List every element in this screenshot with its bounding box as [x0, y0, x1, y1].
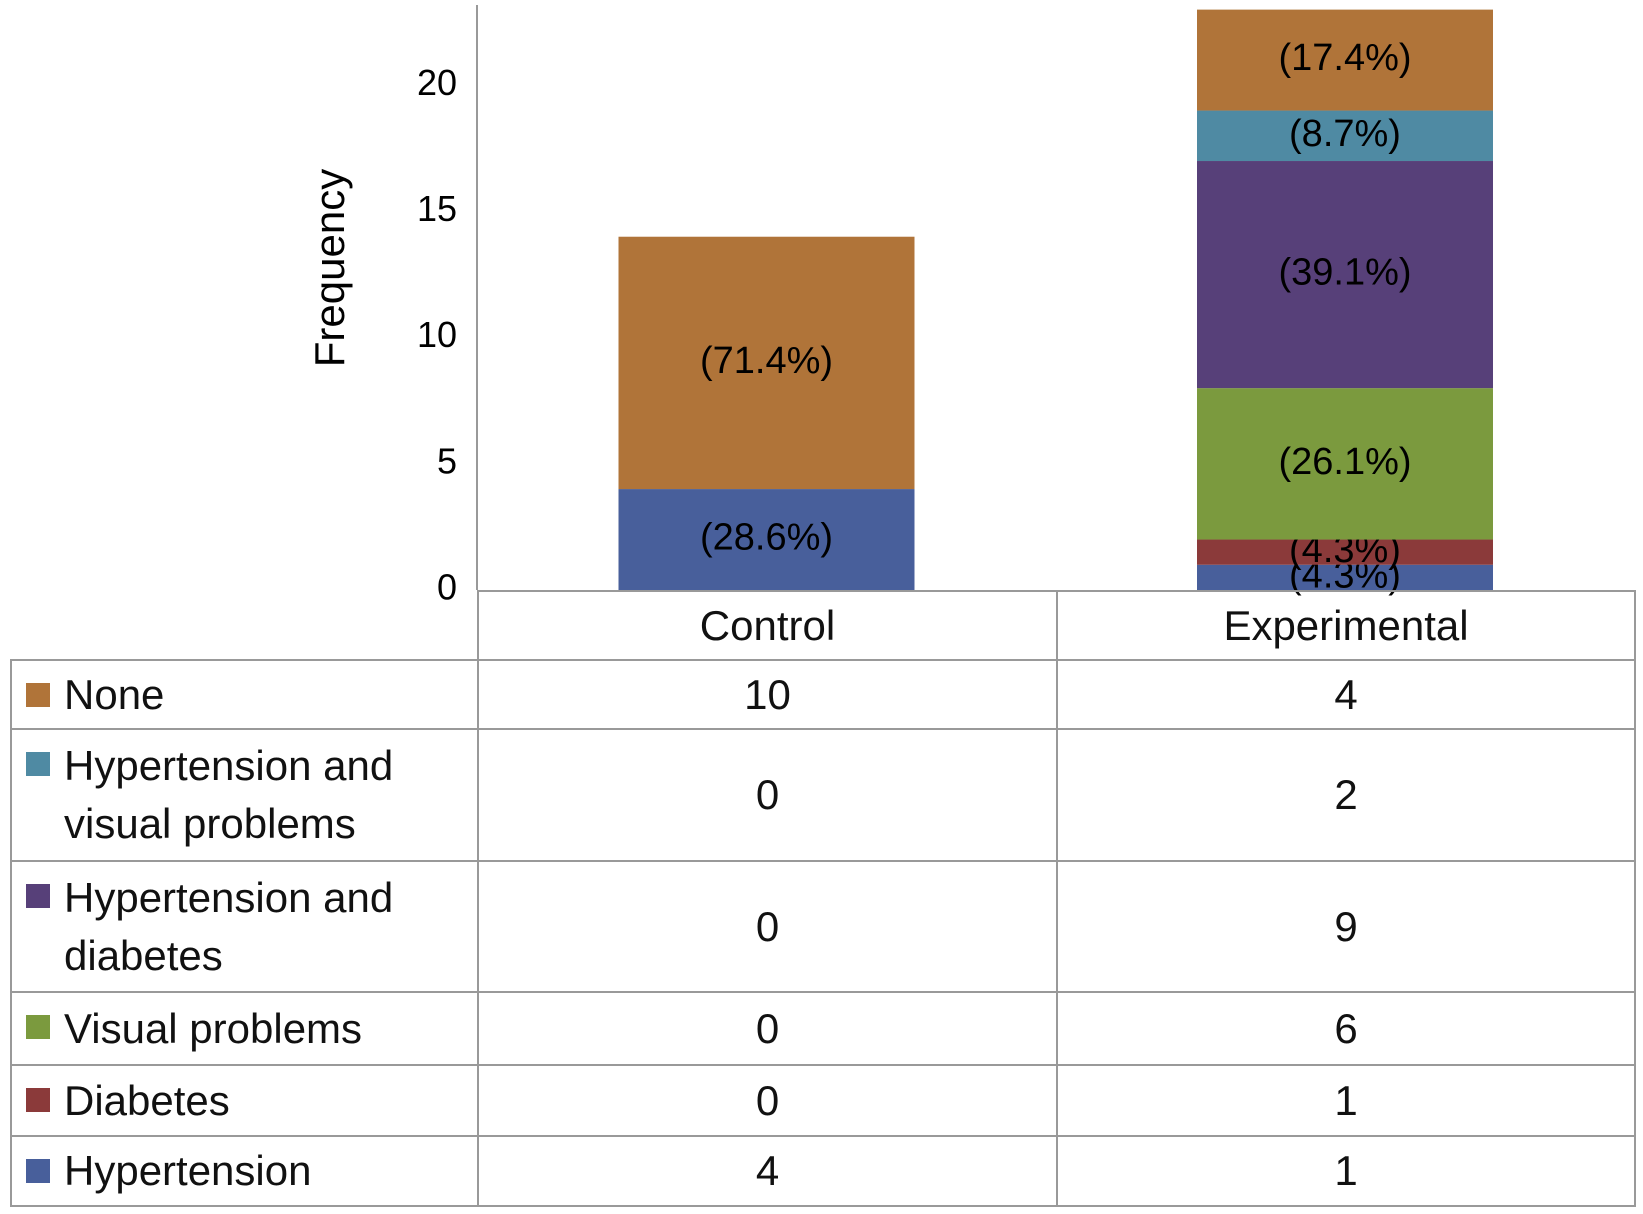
percent-label: (39.1%) — [1278, 252, 1411, 294]
legend-swatch — [26, 1159, 50, 1183]
corner-cell — [11, 591, 479, 661]
legend-cell: Hypertension and visual problems — [10, 728, 479, 862]
legend-swatch — [26, 683, 50, 707]
y-tick-label: 15 — [417, 188, 457, 229]
table-value: 1 — [1056, 1135, 1636, 1207]
bar-segment — [1197, 9, 1493, 111]
table-value: 4 — [1056, 659, 1636, 730]
legend-label: Visual problems — [64, 1004, 363, 1052]
table-value: 1 — [1056, 1064, 1636, 1137]
table-row: Visual problems 0 6 — [10, 991, 1636, 1066]
table-row: Hypertension and visual problems 0 2 — [10, 728, 1636, 862]
legend-label: Hypertension and visual problems — [64, 742, 394, 847]
y-tick-label: 5 — [437, 440, 457, 481]
table-value: 10 — [477, 659, 1058, 730]
table-row: None 10 4 — [10, 659, 1636, 730]
y-tick-label: 10 — [417, 314, 457, 355]
bar-segment — [618, 489, 915, 590]
table-row: Hypertension 4 1 — [10, 1135, 1636, 1207]
table-value: 9 — [1056, 860, 1636, 993]
legend-label: Hypertension and diabetes — [64, 873, 394, 979]
percent-label: (17.4%) — [1278, 37, 1411, 79]
table-value: 6 — [1056, 991, 1636, 1066]
legend-label: Diabetes — [64, 1076, 230, 1124]
bar-segment — [1197, 388, 1493, 540]
legend-swatch — [26, 884, 50, 908]
percent-label: (26.1%) — [1278, 441, 1411, 483]
percent-label: (71.4%) — [700, 340, 833, 382]
y-tick-label: 20 — [417, 62, 457, 103]
bar-segment — [618, 236, 915, 490]
category-label: Experimental — [1056, 590, 1636, 661]
bar-segment — [1197, 161, 1493, 389]
table-value: 2 — [1056, 728, 1636, 862]
y-axis-label: Frequency — [306, 169, 353, 367]
data-table: Control Experimental None 10 4 Hypertension a… — [10, 590, 1636, 1207]
bar-segment — [1197, 110, 1493, 162]
legend-cell: Hypertension — [10, 1135, 479, 1207]
legend-label: None — [64, 670, 165, 718]
legend-label: Hypertension — [64, 1147, 312, 1194]
percent-label: (28.6%) — [700, 517, 833, 559]
table-value: 4 — [477, 1135, 1058, 1207]
legend-swatch — [26, 1015, 50, 1039]
legend-cell: Hypertension and diabetes — [10, 860, 479, 993]
legend-cell: Visual problems — [10, 991, 479, 1066]
percent-label: (8.7%) — [1289, 113, 1401, 155]
table-row: Diabetes 0 1 — [10, 1064, 1636, 1137]
header-row: Control Experimental — [11, 590, 1636, 661]
table-value: 0 — [477, 991, 1058, 1066]
table-value: 0 — [477, 1064, 1058, 1137]
legend-cell: None — [10, 659, 479, 730]
bar-segment — [1197, 564, 1493, 590]
table-row: Hypertension and diabetes 0 9 — [10, 860, 1636, 993]
category-label: Control — [477, 590, 1058, 661]
legend-swatch — [26, 752, 50, 776]
bar-segment — [1197, 539, 1493, 565]
table-value: 0 — [477, 728, 1058, 862]
legend-swatch — [26, 1088, 50, 1112]
table-value: 0 — [477, 860, 1058, 993]
legend-cell: Diabetes — [10, 1064, 479, 1137]
